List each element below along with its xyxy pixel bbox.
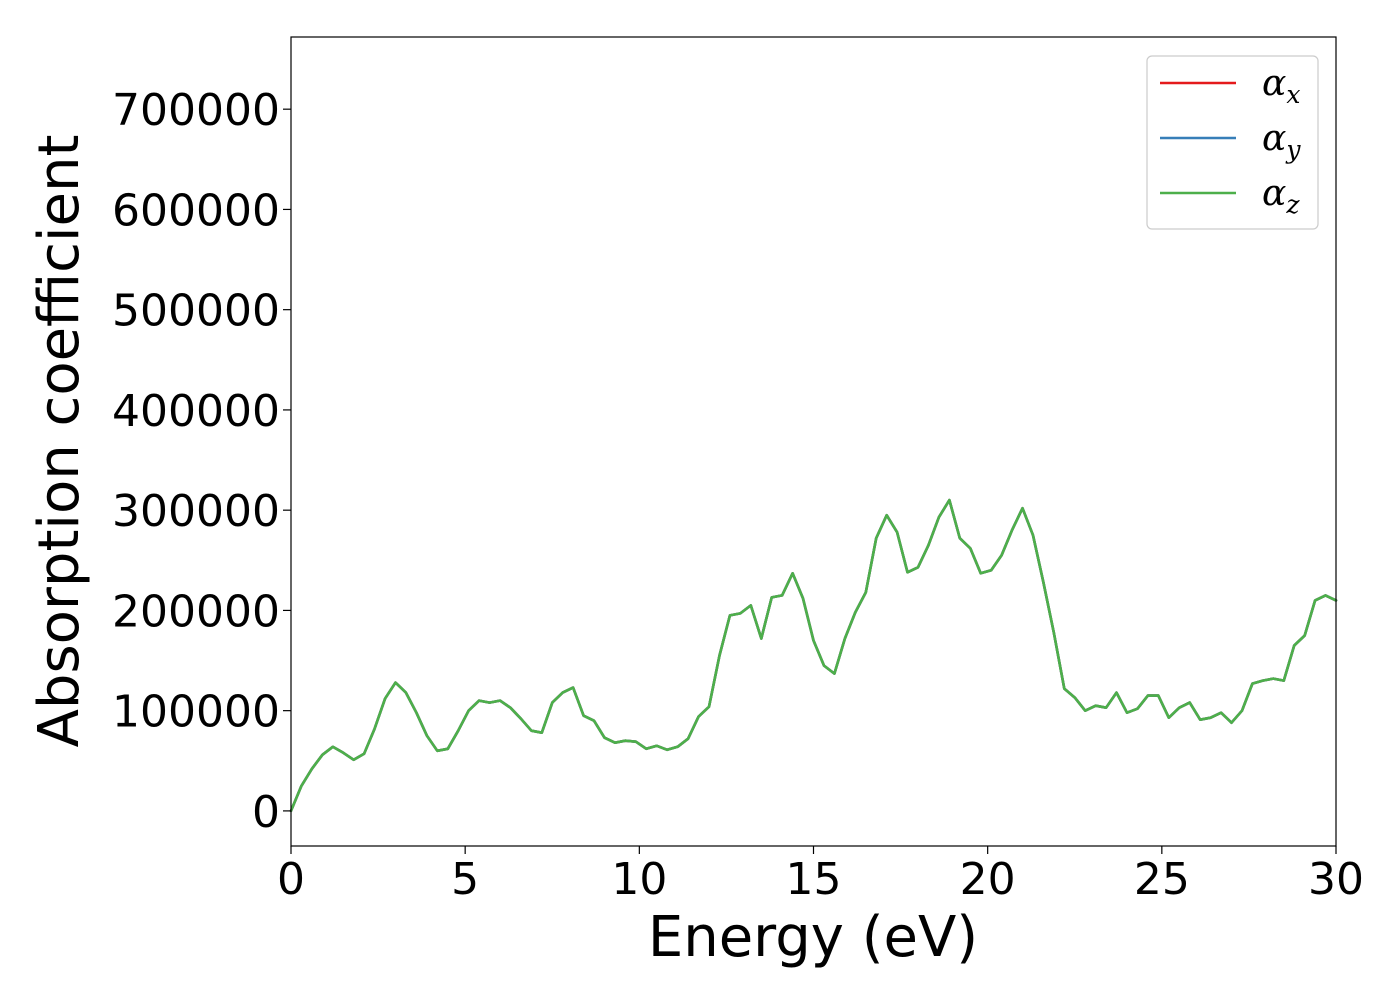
x-tick-label: 25 <box>1134 854 1190 905</box>
legend-label-z: αz <box>1262 173 1300 219</box>
y-axis-title: Absorption coefficient <box>27 135 92 748</box>
legend-label-x: αx <box>1262 63 1300 109</box>
x-tick-label: 0 <box>277 854 305 905</box>
legend: αx αy αz <box>1146 55 1319 230</box>
y-axis: 0 100000 200000 300000 400000 500000 600000 700… <box>112 85 291 838</box>
y-tick-label: 200000 <box>112 586 280 637</box>
x-tick-label: 30 <box>1308 854 1364 905</box>
x-tick-label: 20 <box>960 854 1016 905</box>
x-tick-label: 5 <box>451 854 479 905</box>
x-axis-title: Energy (eV) <box>648 905 978 970</box>
y-tick-label: 100000 <box>112 687 280 738</box>
y-tick-label: 500000 <box>112 286 280 337</box>
y-tick-label: 0 <box>252 787 280 838</box>
y-tick-label: 600000 <box>112 185 280 236</box>
legend-label-y: αy <box>1262 118 1301 164</box>
x-tick-label: 10 <box>611 854 667 905</box>
series-line-z <box>289 498 1338 813</box>
series-layer <box>289 498 1338 813</box>
x-tick-label: 15 <box>786 854 842 905</box>
y-tick-label: 300000 <box>112 486 280 537</box>
y-tick-label: 400000 <box>112 386 280 437</box>
x-axis: 0 5 10 15 20 25 30 <box>277 846 1364 905</box>
y-tick-label: 700000 <box>112 85 280 136</box>
legend-box <box>1146 55 1319 230</box>
